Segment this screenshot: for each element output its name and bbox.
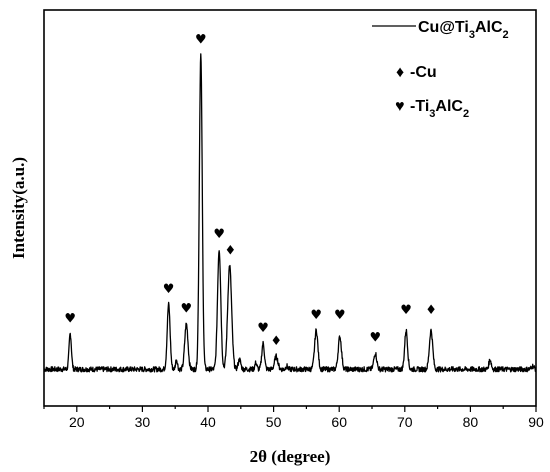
legend: Cu@Ti3AlC2 ♦ -Cu ♥ -Ti3AlC2	[372, 19, 509, 120]
legend-cu-label: -Cu	[410, 64, 437, 81]
legend-ti3alc2-label: -Ti3AlC2	[410, 98, 469, 120]
ti3alc2-peak-marker: ♥	[181, 302, 193, 317]
ti3alc2-peak-marker: ♥	[310, 308, 322, 323]
ti3alc2-peak-marker: ♥	[195, 33, 207, 48]
x-tick-label: 20	[69, 414, 85, 430]
y-axis-label: Intensity(a.u.)	[9, 157, 28, 259]
ti3alc2-peak-marker: ♥	[64, 311, 76, 326]
x-tick-label: 80	[463, 414, 479, 430]
cu-peak-marker: ♦	[425, 303, 437, 318]
x-axis-label: 2θ (degree)	[250, 447, 331, 466]
x-tick-label: 30	[135, 414, 151, 430]
ti3alc2-peak-marker: ♥	[213, 227, 225, 242]
ti3alc2-peak-marker: ♥	[163, 282, 175, 297]
series-line	[43, 53, 537, 373]
legend-cu-symbol: ♦	[396, 64, 404, 81]
cu-peak-marker: ♦	[224, 243, 236, 258]
cu-peak-marker: ♦	[270, 334, 282, 349]
ti3alc2-peak-marker: ♥	[400, 303, 412, 318]
x-tick-label: 50	[266, 414, 282, 430]
x-tick-label: 90	[528, 414, 544, 430]
x-tick-label: 40	[200, 414, 216, 430]
legend-series-label: Cu@Ti3AlC2	[418, 19, 509, 41]
x-axis-ticks: 20 30 40 50 60 70 80 90	[43, 406, 544, 430]
x-tick-label: 60	[331, 414, 347, 430]
ti3alc2-peak-marker: ♥	[257, 321, 269, 336]
ti3alc2-peak-marker: ♥	[369, 331, 381, 346]
peak-markers: ♥♥♥♥♥♦♥♦♥ ♥♥♥ ♦	[64, 33, 436, 349]
plot-frame	[43, 9, 537, 407]
x-tick-label: 70	[397, 414, 413, 430]
legend-ti3alc2-symbol: ♥	[395, 98, 405, 115]
ti3alc2-peak-marker: ♥	[334, 308, 346, 323]
